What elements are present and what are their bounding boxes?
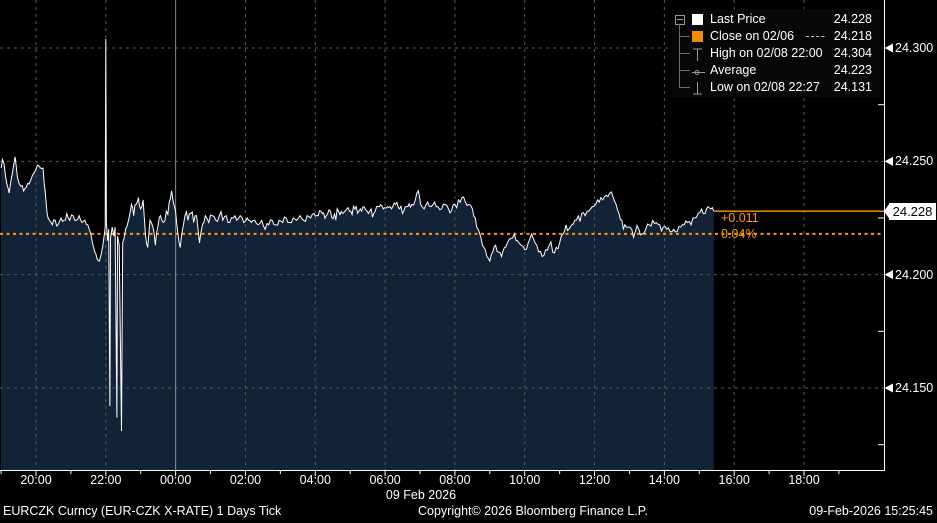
footer-copyright: Copyright© 2026 Bloomberg Finance L.P. bbox=[418, 504, 648, 518]
close-line-style-sample: ---- bbox=[805, 29, 826, 43]
x-axis-label: 10:00 bbox=[509, 473, 541, 487]
x-axis-label: 02:00 bbox=[229, 473, 262, 487]
x-axis-label: 00:00 bbox=[159, 473, 192, 487]
x-axis-label: 12:00 bbox=[578, 473, 611, 487]
legend-value: 24.304 bbox=[833, 46, 872, 60]
y-label-arrow-icon bbox=[884, 43, 893, 53]
price-line bbox=[0, 38, 715, 432]
y-axis-label: 24.250 bbox=[895, 154, 934, 169]
legend-value: 24.131 bbox=[833, 80, 872, 94]
legend-item-last-price[interactable]: Last Price 24.228 bbox=[692, 11, 874, 28]
y-axis-label: 24.150 bbox=[895, 381, 934, 395]
y-axis-label: 24.300 bbox=[895, 41, 934, 55]
x-axis-date-label: 09 Feb 2026 bbox=[385, 488, 457, 502]
low-marker-icon bbox=[692, 82, 703, 95]
legend-item-high[interactable]: High on 02/08 22:00 24.304 bbox=[692, 45, 874, 62]
x-axis-label: 22:00 bbox=[90, 473, 122, 487]
chart-legend[interactable]: Last Price 24.228 Close on 02/06 ---- 24… bbox=[672, 9, 880, 97]
legend-tree-stub bbox=[680, 70, 690, 71]
y-axis-label: 24.200 bbox=[895, 267, 934, 282]
legend-value: 24.223 bbox=[833, 63, 872, 77]
x-axis-label: 04:00 bbox=[299, 473, 331, 487]
legend-collapse-icon[interactable] bbox=[675, 15, 685, 25]
x-axis-label: 06:00 bbox=[369, 473, 401, 487]
legend-value: 24.228 bbox=[833, 12, 872, 26]
legend-label: Last Price bbox=[710, 12, 766, 26]
x-axis-label: 16:00 bbox=[718, 473, 750, 487]
y-label-arrow-icon bbox=[884, 270, 893, 280]
legend-tree-stub bbox=[680, 87, 690, 88]
last-price-swatch-icon bbox=[692, 14, 703, 25]
close-swatch-icon bbox=[692, 31, 703, 42]
pct-change-label: 0.04% bbox=[721, 227, 757, 241]
last-price-tag-pointer bbox=[884, 202, 890, 220]
footer-timestamp: 09-Feb-2026 15:25:45 bbox=[809, 504, 933, 518]
legend-tree-stub bbox=[680, 36, 690, 37]
legend-item-average[interactable]: Average 24.223 bbox=[692, 62, 874, 79]
legend-item-low[interactable]: Low on 02/08 22:27 24.131 bbox=[692, 79, 874, 96]
area-fill bbox=[1, 38, 714, 471]
legend-item-close[interactable]: Close on 02/06 ---- 24.218 bbox=[692, 28, 874, 45]
last-price-axis-tag: 24.228 bbox=[889, 203, 936, 220]
legend-tree-line bbox=[679, 24, 680, 88]
legend-label: Low on 02/08 22:27 bbox=[710, 80, 820, 94]
legend-label: High on 02/08 22:00 bbox=[710, 46, 823, 60]
high-marker-icon bbox=[692, 48, 703, 61]
y-label-arrow-icon bbox=[884, 156, 893, 166]
legend-tree-stub bbox=[680, 53, 690, 54]
average-marker-icon bbox=[692, 65, 705, 76]
legend-label: Close on 02/06 bbox=[710, 29, 795, 43]
net-change-label: +0.011 bbox=[721, 211, 759, 225]
legend-label: Average bbox=[710, 63, 757, 77]
x-axis-label: 14:00 bbox=[648, 473, 680, 487]
y-label-arrow-icon bbox=[884, 383, 893, 393]
x-axis-label: 08:00 bbox=[439, 473, 471, 487]
x-axis-label: 18:00 bbox=[788, 473, 820, 487]
legend-value: 24.218 bbox=[833, 29, 872, 43]
x-axis-label: 20:00 bbox=[20, 473, 52, 487]
footer-title: EURCZK Curncy (EUR-CZK X-RATE) 1 Days Ti… bbox=[3, 504, 282, 518]
